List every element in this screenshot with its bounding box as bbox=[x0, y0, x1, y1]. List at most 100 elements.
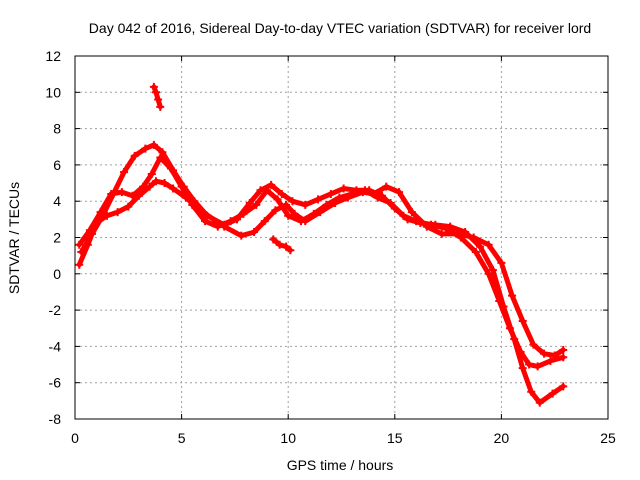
data-point-track-a bbox=[160, 179, 169, 188]
data-point-track-b bbox=[518, 364, 527, 373]
series-line-fragment-top bbox=[151, 84, 163, 110]
data-point-track-c bbox=[177, 182, 186, 191]
data-point-track-c bbox=[147, 169, 156, 178]
data-point-track-b bbox=[488, 266, 497, 275]
data-point-track-a bbox=[124, 202, 133, 211]
data-point-track-b bbox=[277, 189, 286, 198]
data-point-fragment-top bbox=[149, 82, 158, 91]
data-point-track-c bbox=[262, 186, 271, 195]
data-point-track-c bbox=[484, 269, 493, 278]
x-tick-label: 20 bbox=[494, 430, 510, 446]
data-point-track-b bbox=[203, 211, 212, 220]
data-point-track-c bbox=[525, 360, 534, 369]
data-point-track-c bbox=[85, 226, 94, 235]
y-tick-label: 8 bbox=[53, 121, 61, 137]
data-point-track-c bbox=[412, 217, 421, 226]
data-point-track-c bbox=[471, 248, 480, 257]
data-point-track-a bbox=[518, 316, 527, 325]
data-point-track-c bbox=[96, 208, 105, 217]
data-point-track-b bbox=[339, 184, 348, 193]
x-tick-label: 10 bbox=[280, 430, 296, 446]
data-point-track-c bbox=[373, 193, 382, 202]
data-point-track-c bbox=[239, 209, 248, 218]
data-point-fragment-mid bbox=[286, 246, 295, 255]
data-point-track-a bbox=[113, 208, 122, 217]
y-tick-label: -2 bbox=[49, 302, 62, 318]
data-point-fragment-mid bbox=[282, 242, 291, 251]
data-point-track-c bbox=[75, 240, 84, 249]
data-point-track-a bbox=[382, 182, 391, 191]
data-point-track-c bbox=[386, 199, 395, 208]
data-point-track-a bbox=[75, 260, 84, 269]
data-point-track-c bbox=[284, 211, 293, 220]
data-point-track-c bbox=[546, 356, 555, 365]
data-point-track-b bbox=[158, 148, 167, 157]
data-point-track-a bbox=[497, 258, 506, 267]
data-point-track-c bbox=[322, 200, 331, 209]
data-point-track-c bbox=[495, 297, 504, 306]
data-point-track-c bbox=[252, 200, 261, 209]
x-tick-label: 5 bbox=[178, 430, 186, 446]
series-layer bbox=[75, 82, 568, 407]
data-point-track-b bbox=[559, 382, 568, 391]
data-point-track-a bbox=[508, 291, 517, 300]
data-point-track-c bbox=[533, 362, 542, 371]
data-point-track-a bbox=[407, 208, 416, 217]
data-point-track-c bbox=[505, 324, 514, 333]
data-point-track-c bbox=[128, 191, 137, 200]
x-tick-label: 0 bbox=[71, 430, 79, 446]
data-point-track-b bbox=[314, 195, 323, 204]
data-point-track-a bbox=[540, 349, 549, 358]
data-point-track-b bbox=[245, 199, 254, 208]
x-tick-label: 25 bbox=[600, 430, 616, 446]
data-point-track-b bbox=[267, 180, 276, 189]
data-point-track-c bbox=[156, 153, 165, 162]
data-point-fragment-top bbox=[156, 102, 165, 111]
data-point-track-c bbox=[348, 189, 357, 198]
data-point-track-b bbox=[527, 387, 536, 396]
y-tick-label: -4 bbox=[49, 338, 62, 354]
data-point-track-c bbox=[273, 195, 282, 204]
y-tick-label: 4 bbox=[53, 193, 61, 209]
data-point-track-c bbox=[559, 353, 568, 362]
data-point-track-c bbox=[441, 224, 450, 233]
x-axis-label: GPS time / hours bbox=[287, 457, 394, 473]
data-point-fragment-top bbox=[154, 95, 163, 104]
data-point-track-b bbox=[476, 242, 485, 251]
data-point-track-c bbox=[296, 217, 305, 226]
data-point-track-b bbox=[461, 228, 470, 237]
data-point-track-b bbox=[288, 197, 297, 206]
data-point-track-c bbox=[456, 233, 465, 242]
data-point-track-a bbox=[437, 229, 446, 238]
data-point-track-a bbox=[250, 228, 259, 237]
data-point-track-c bbox=[399, 211, 408, 220]
data-point-track-a bbox=[559, 346, 568, 355]
data-point-track-c bbox=[213, 222, 222, 231]
data-point-track-c bbox=[360, 186, 369, 195]
y-tick-label: -6 bbox=[49, 375, 62, 391]
x-tick-label: 15 bbox=[387, 430, 403, 446]
tick-layer: 0 5 10 15 20 25 -8 -6 -4 -2 0 2 4 6 8 10 12 bbox=[45, 48, 616, 446]
data-point-track-a bbox=[237, 231, 246, 240]
data-point-track-c bbox=[226, 217, 235, 226]
data-point-track-a bbox=[169, 184, 178, 193]
data-point-track-c bbox=[139, 182, 148, 191]
data-point-track-b bbox=[548, 389, 557, 398]
data-point-track-a bbox=[152, 177, 161, 186]
data-point-track-a bbox=[529, 340, 538, 349]
data-point-track-c bbox=[188, 200, 197, 209]
y-tick-label: -8 bbox=[49, 411, 62, 427]
data-point-track-b bbox=[77, 248, 86, 257]
data-point-track-a bbox=[395, 188, 404, 197]
y-axis-label: SDTVAR / TECUs bbox=[6, 182, 22, 294]
data-point-track-a bbox=[271, 206, 280, 215]
data-point-track-b bbox=[149, 140, 158, 149]
data-point-track-c bbox=[427, 220, 436, 229]
y-tick-label: 12 bbox=[45, 48, 61, 64]
data-point-track-b bbox=[301, 200, 310, 209]
data-point-fragment-mid bbox=[275, 240, 284, 249]
data-point-fragment-top bbox=[152, 88, 161, 97]
data-point-track-c bbox=[335, 193, 344, 202]
